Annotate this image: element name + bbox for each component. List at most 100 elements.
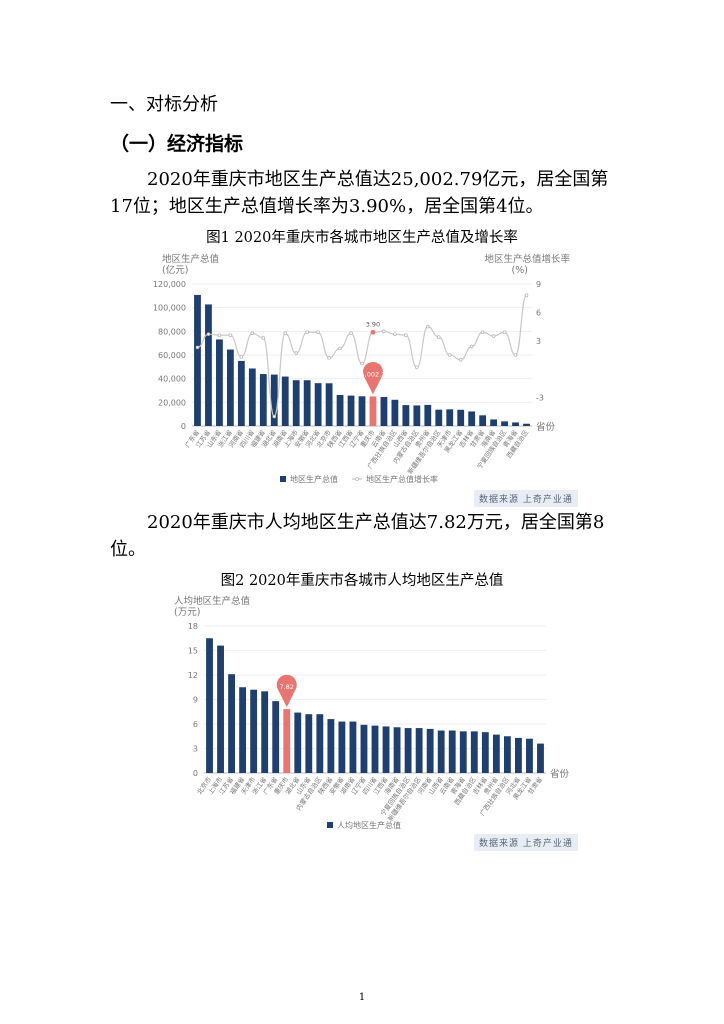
y2-axis-unit: (%) <box>512 265 528 276</box>
bar <box>402 405 410 426</box>
bar <box>459 731 467 773</box>
bar <box>503 736 511 773</box>
growth-point <box>327 356 331 360</box>
y-axis-label: 人均地区生产总值 <box>174 595 251 607</box>
growth-point <box>404 333 408 337</box>
bar <box>391 399 399 426</box>
bar <box>237 360 245 426</box>
bar <box>206 638 213 773</box>
growth-point <box>370 329 376 335</box>
bar <box>448 730 456 773</box>
growth-point <box>338 346 342 351</box>
growth-point <box>426 324 430 329</box>
bar <box>194 294 201 426</box>
growth-point <box>415 365 419 370</box>
growth-point <box>250 331 255 336</box>
subsection-heading: （一）经济指标 <box>110 133 244 155</box>
bar <box>415 728 423 773</box>
bar <box>217 645 224 773</box>
growth-point <box>458 357 463 362</box>
bar <box>292 380 300 426</box>
bar <box>270 374 278 426</box>
y-tick-label: 120,000 <box>153 280 186 289</box>
legend-label: 地区生产总值增长率 <box>366 474 438 484</box>
y2-tick-label: 9 <box>536 280 541 289</box>
growth-point <box>206 332 211 336</box>
bar <box>479 415 487 426</box>
bar <box>457 409 465 426</box>
bar <box>371 725 379 773</box>
bar <box>349 721 357 773</box>
chart1-gdp-growth: 0 20,000 40,000 60,000 80,000 100,000 120,000 地… <box>153 253 571 484</box>
growth-point <box>305 330 309 335</box>
bar <box>248 368 256 426</box>
section-heading: 一、对标分析 <box>110 94 218 115</box>
bar <box>490 419 498 426</box>
page-number: 1 <box>358 992 366 1003</box>
bar <box>259 374 267 426</box>
growth-point <box>502 330 507 335</box>
bar <box>537 743 544 773</box>
data-source-label: 数据来源 上奇产业通 <box>474 834 578 851</box>
bar <box>327 719 335 773</box>
bar <box>336 395 344 426</box>
highlight-marker <box>362 362 383 395</box>
paragraph-gdp: 2020年重庆市地区生产总值达25,002.79亿元，居全国第17位；地区生产总… <box>110 169 609 217</box>
bar <box>316 714 324 773</box>
bar <box>393 727 401 773</box>
y-tick-label: 0 <box>181 422 186 431</box>
y-tick-label: 15 <box>188 647 198 656</box>
y-axis-unit: (万元) <box>174 607 200 618</box>
bar <box>481 732 489 773</box>
growth-point <box>261 336 266 340</box>
bar <box>358 396 366 426</box>
y2-tick-label: 3 <box>536 337 541 346</box>
y-tick-label: 3 <box>193 745 198 754</box>
growth-point <box>513 353 518 357</box>
bar <box>283 709 291 773</box>
bar <box>512 422 519 426</box>
x-axis-label: 省份 <box>536 421 556 433</box>
legend-swatch <box>327 822 333 828</box>
bar <box>413 405 421 426</box>
bar <box>426 728 434 773</box>
bar <box>492 734 500 773</box>
paragraph-per-capita: 2020年重庆市人均地区生产总值达7.82万元，居全国第8位。 <box>110 512 605 560</box>
bar <box>325 383 333 426</box>
bar <box>501 421 508 426</box>
bar <box>305 714 313 773</box>
y-tick-label: 6 <box>193 720 198 729</box>
y-tick-label: 0 <box>193 769 198 778</box>
highlight-value-label: 7.82 <box>279 683 293 691</box>
bar <box>470 731 478 773</box>
growth-point <box>447 353 452 357</box>
growth-point <box>316 330 320 335</box>
bar <box>437 730 445 773</box>
y2-tick-label: 6 <box>536 308 541 317</box>
y-tick-label: 40,000 <box>158 375 186 384</box>
bar <box>281 376 289 426</box>
growth-point <box>480 330 485 335</box>
chart1-title: 图1 2020年重庆市各城市地区生产总值及增长率 <box>206 230 518 246</box>
legend-label: 地区生产总值 <box>290 474 338 484</box>
bar <box>226 349 234 426</box>
growth-point <box>217 333 222 337</box>
x-axis-label: 省份 <box>550 768 570 780</box>
highlight-marker <box>276 674 297 708</box>
legend-label: 人均地区生产总值 <box>337 820 401 830</box>
growth-point <box>393 332 397 336</box>
bar <box>239 687 247 773</box>
y-tick-label: 20,000 <box>158 398 186 407</box>
bar <box>303 380 311 426</box>
bar <box>216 339 223 426</box>
y-tick-label: 12 <box>188 671 198 680</box>
legend-line-marker <box>355 477 359 481</box>
legend-swatch <box>280 476 286 482</box>
y-tick-label: 60,000 <box>158 351 186 360</box>
bar <box>435 409 443 426</box>
growth-point <box>272 414 277 419</box>
bar <box>347 395 355 426</box>
y-tick-label: 18 <box>188 622 198 631</box>
growth-point <box>524 293 529 298</box>
growth-point <box>436 335 441 339</box>
